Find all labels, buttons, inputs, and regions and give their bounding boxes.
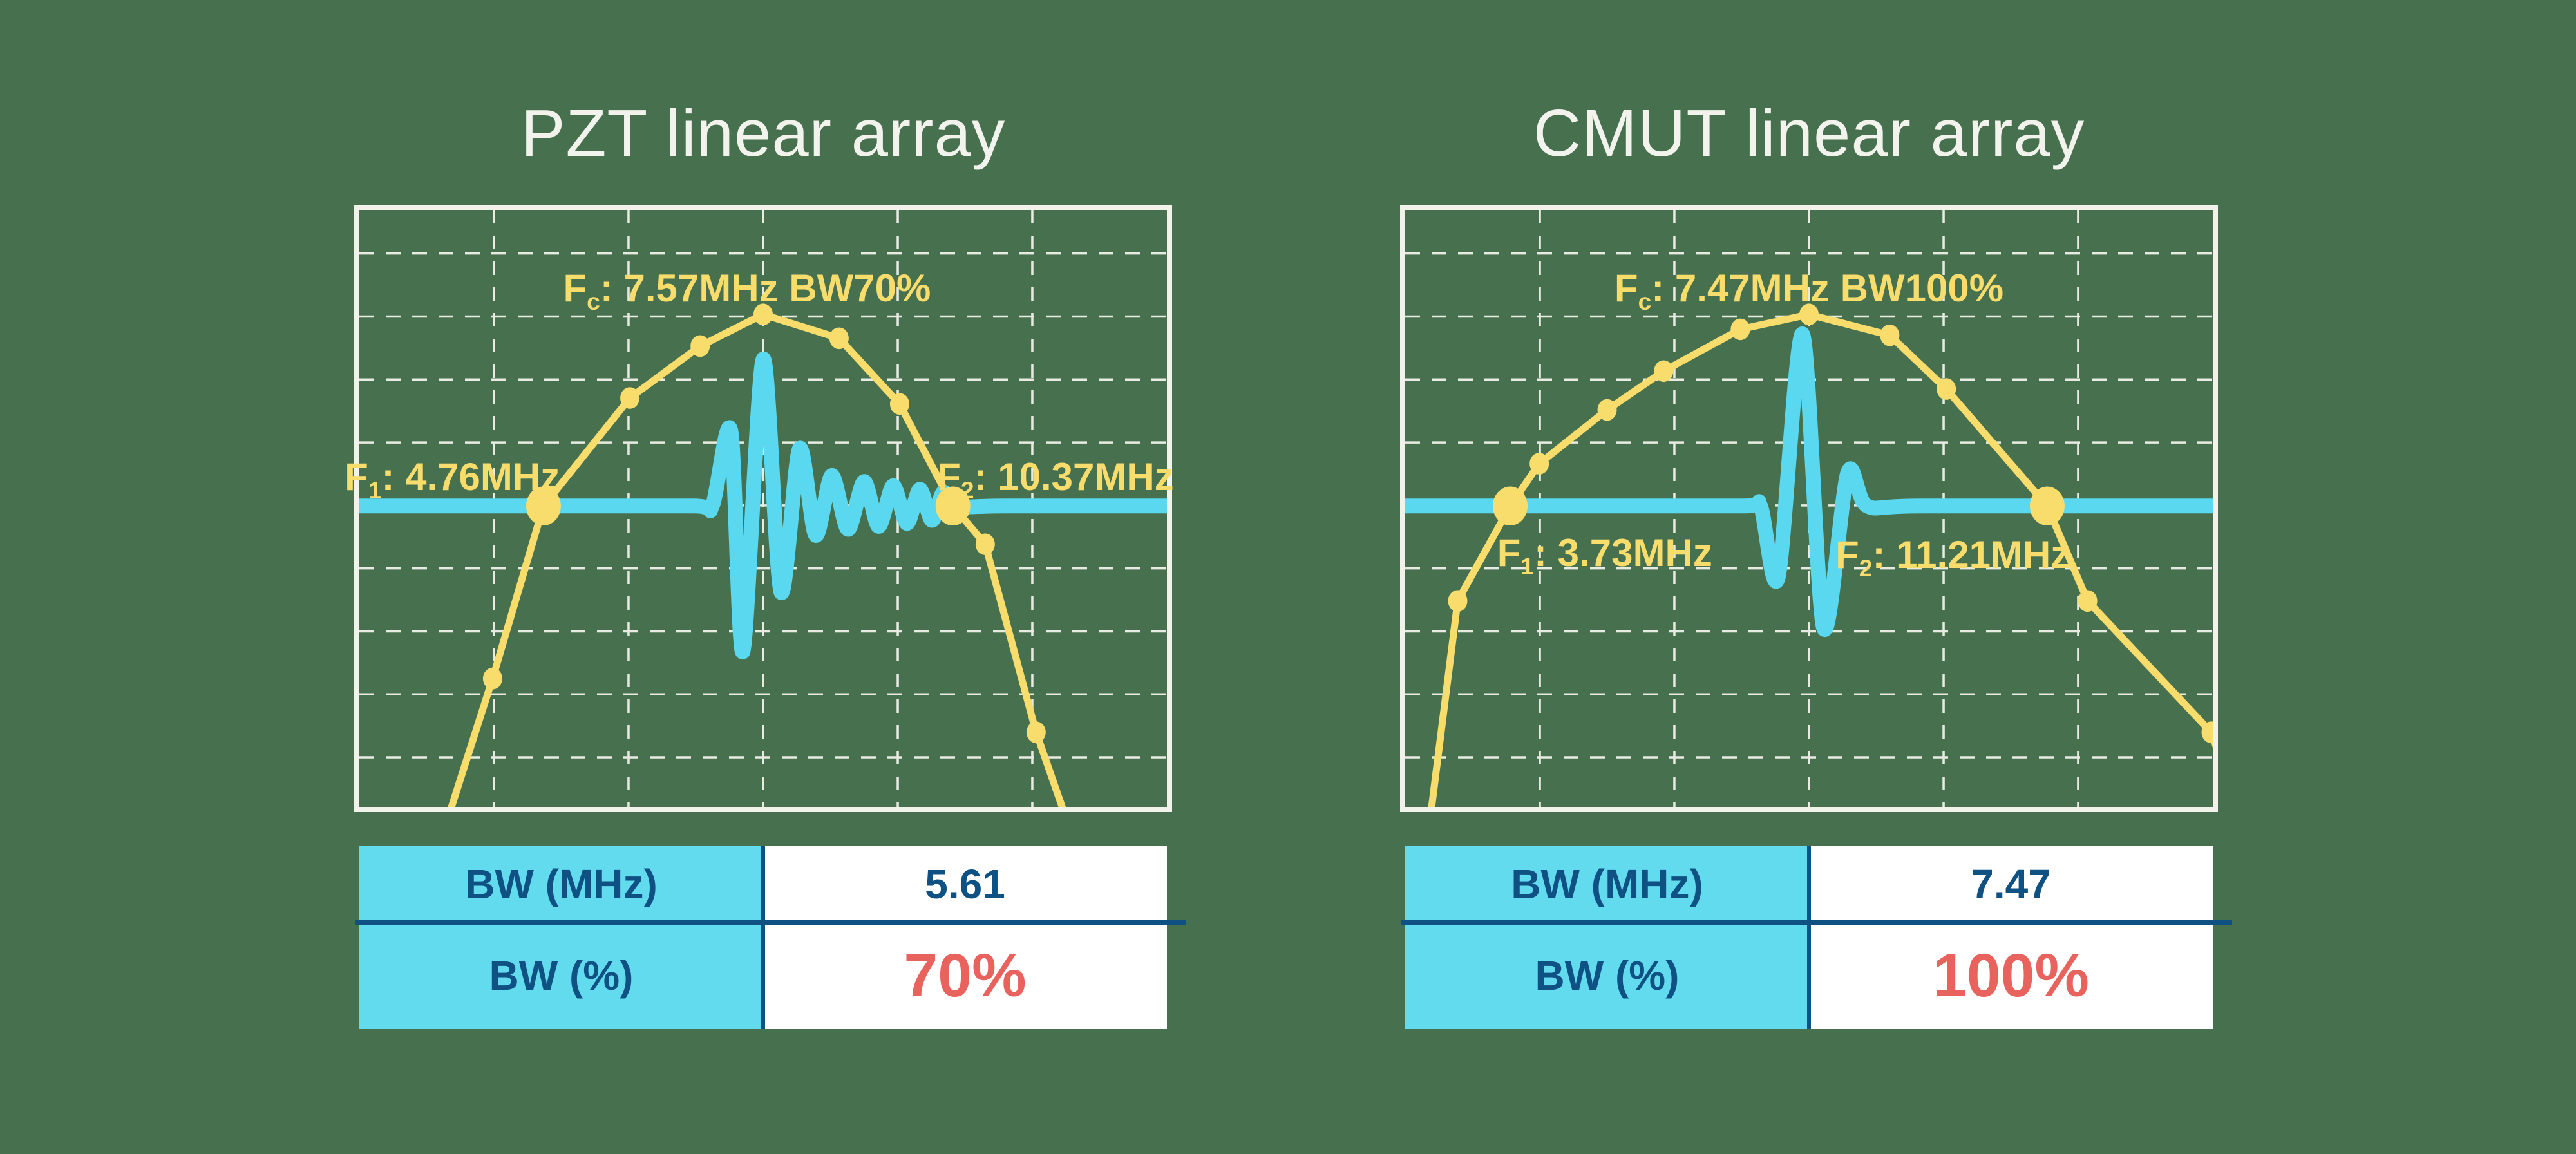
pzt-table-value-bw-mhz: 5.61 — [763, 846, 1167, 922]
cmut-table-row-divider — [1401, 920, 2232, 925]
pzt-table-value-bw-pct: 70% — [763, 922, 1167, 1029]
pzt-bw-table: BW (MHz) 5.61 BW (%) 70% — [355, 846, 1186, 1029]
pzt-table-label-bw-mhz: BW (MHz) — [359, 846, 763, 922]
pzt-annotation-f1: F1: 4.76MHz — [345, 455, 560, 504]
cmut-annotation-fc: Fc: 7.47MHz BW100% — [1614, 267, 2004, 316]
cmut-table-value-bw-mhz: 7.47 — [1809, 846, 2213, 922]
cmut-chart-plot-area: Fc: 7.47MHz BW100% F1: 3.73MHz F2: 11.21… — [1405, 210, 2213, 807]
cmut-chart-svg — [1405, 210, 2213, 807]
cmut-panel-title: CMUT linear array — [1533, 96, 2085, 170]
cmut-table-value-bw-pct: 100% — [1809, 922, 2213, 1029]
pzt-chart-plot-area: Fc: 7.57MHz BW70% F1: 4.76MHz F2: 10.37M… — [345, 210, 1174, 807]
pzt-chart-frame: Fc: 7.57MHz BW70% F1: 4.76MHz F2: 10.37M… — [345, 205, 1174, 812]
cmut-table-label-bw-mhz: BW (MHz) — [1405, 846, 1809, 922]
cmut-bw-table: BW (MHz) 7.47 BW (%) 100% — [1401, 846, 2232, 1029]
pzt-table-column-divider — [761, 846, 765, 1029]
pzt-annotation-f2: F2: 10.37MHz — [937, 455, 1174, 504]
pzt-table-row-divider — [355, 920, 1186, 925]
cmut-chart-frame: Fc: 7.47MHz BW100% F1: 3.73MHz F2: 11.21… — [1400, 205, 2218, 812]
cmut-annotation-f1: F1: 3.73MHz — [1497, 531, 1712, 580]
cmut-annotation-f2: F2: 11.21MHz — [1835, 533, 2070, 582]
pzt-panel-title: PZT linear array — [520, 96, 1006, 170]
pzt-chart-svg — [359, 210, 1167, 807]
cmut-table-column-divider — [1807, 846, 1811, 1029]
pzt-annotation-fc: Fc: 7.57MHz BW70% — [563, 267, 931, 316]
pzt-table-label-bw-pct: BW (%) — [359, 922, 763, 1029]
cmut-table-label-bw-pct: BW (%) — [1405, 922, 1809, 1029]
